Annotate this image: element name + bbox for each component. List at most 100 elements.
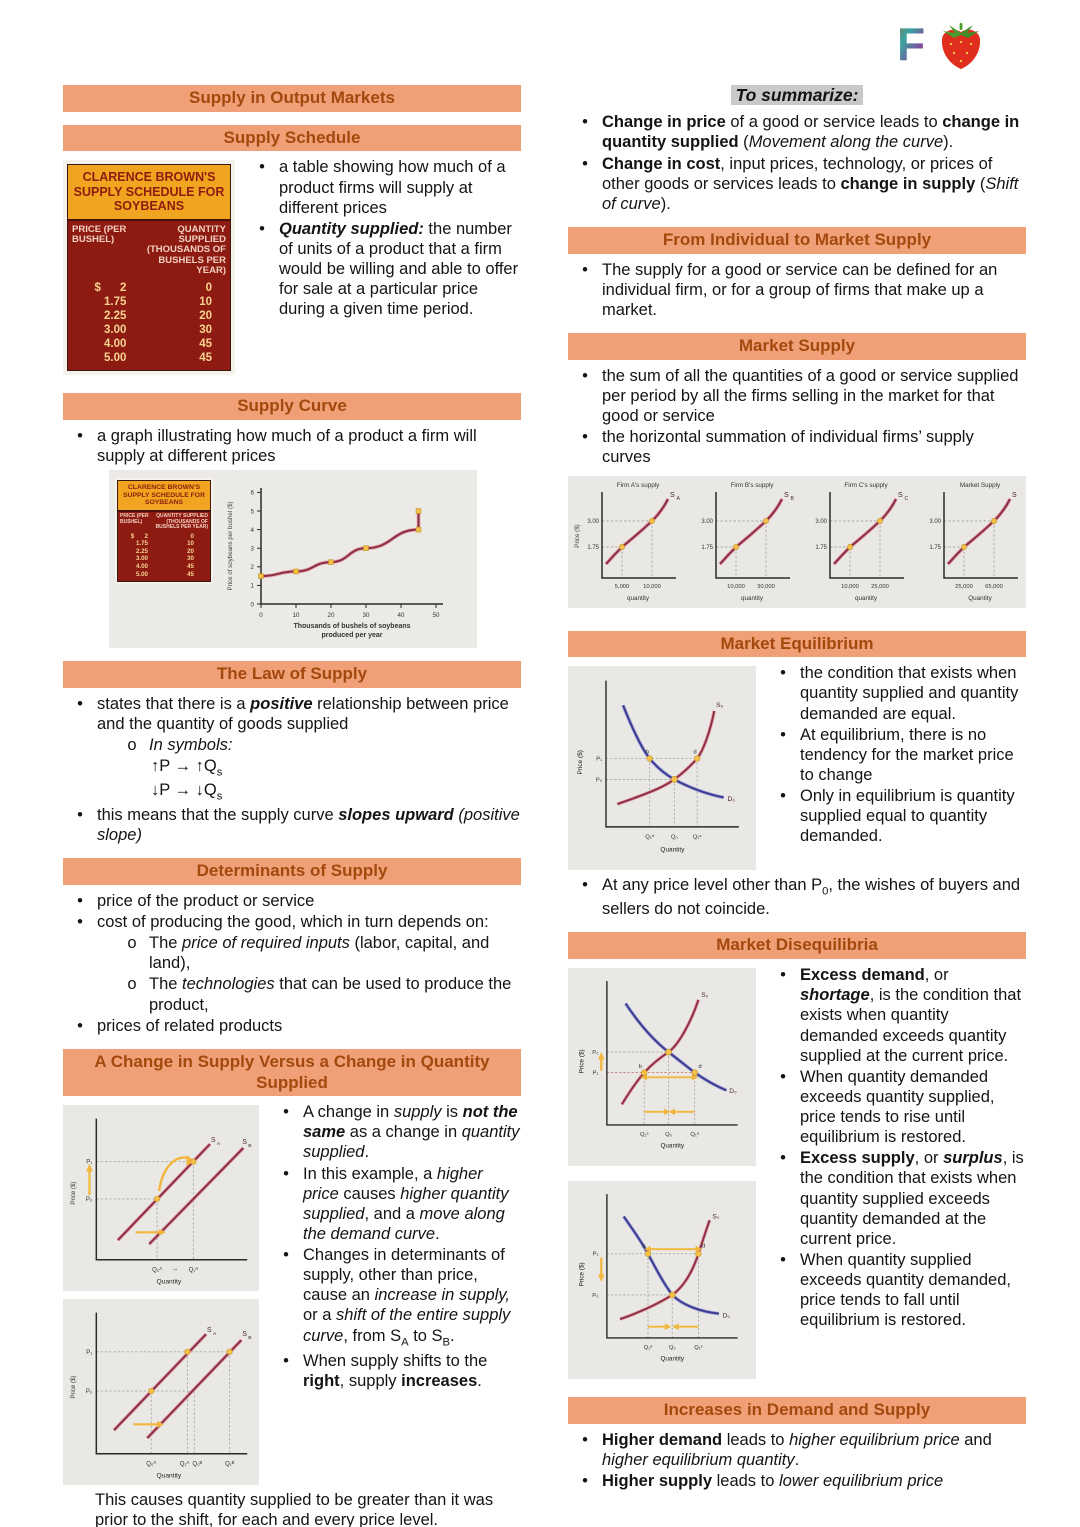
market-equilibrium-section: P₁ P₀ b d S₀ D₀ Q₁ᵈ Q₀ Q₁ˢ Quantity Pric… <box>568 663 1026 919</box>
bullet-marker: • <box>582 154 588 173</box>
curve-label-sb: S <box>242 1331 247 1338</box>
x-tick: 5,000 <box>615 584 630 590</box>
curve-label: S <box>670 492 675 499</box>
x-axis-label: quantity <box>627 595 650 602</box>
bullet-marker: • <box>582 1430 588 1449</box>
table-row: 3.00 30 <box>135 555 194 563</box>
list-item: • Excess demand, or shortage, is the cond… <box>766 965 1026 1066</box>
x-tick: 50 <box>433 612 440 619</box>
x-tick: 30 <box>363 612 370 619</box>
list-item: • When quantity supplied exceeds quantity… <box>766 1250 1026 1331</box>
bullet-marker: • <box>283 1246 289 1265</box>
list-item: • a table showing how much of a product f… <box>245 157 521 217</box>
y-axis-label: Price ($) <box>71 1376 77 1399</box>
table-row: 3.00 30 <box>104 323 212 336</box>
bullet-text: prices of related products <box>97 1016 283 1035</box>
bullet-text: Change in price of a good or service lea… <box>602 113 1020 152</box>
x-label-q1a: Q₁ᴬ <box>189 1266 199 1274</box>
list-item: • At any price level other than P0, the w… <box>568 875 1026 919</box>
bullet-marker: • <box>77 426 83 445</box>
bullet-marker: • <box>582 876 588 895</box>
bullet-text: Quantity supplied: the number of units o… <box>279 219 519 319</box>
y-tick: 4 <box>251 527 255 534</box>
price-tick: 1.75 <box>815 545 827 551</box>
list-item: • the horizontal summation of individual … <box>568 427 1026 467</box>
section-header-change-in-supply: A Change in Supply Versus a Change in Qu… <box>63 1048 521 1097</box>
left-column: Supply in Output Markets Supply Schedule… <box>63 85 521 1527</box>
change-in-quantity-supplied-graph: P₁ P₀ S A S B Q₀ᴬ → Q₁ᴬ Quantity Price (… <box>63 1105 259 1292</box>
section-header-individual-to-market: From Individual to Market Supply <box>568 226 1026 254</box>
bullet-text: price of the product or service <box>97 891 315 910</box>
panel-title: Market Supply <box>960 482 1001 489</box>
y-tick: 6 <box>251 490 255 497</box>
bullet-text: Higher demand leads to higher equilibriu… <box>602 1430 992 1469</box>
panel-title: Firm C's supply <box>844 482 888 489</box>
y-tick: 2 <box>251 564 255 571</box>
section-header-supply-schedule: Supply Schedule <box>63 124 521 152</box>
curve-label-sa: S <box>207 1327 212 1334</box>
bullet-text: the condition that exists when quantity … <box>800 664 1019 723</box>
section-header-market-equilibrium: Market Equilibrium <box>568 630 1026 658</box>
bullet-marker: o <box>127 735 137 754</box>
bullet-text: In symbols: <box>149 735 233 754</box>
price-label-p1: P₁ <box>593 1252 599 1258</box>
x-tick: 10,000 <box>727 584 745 590</box>
to-summarize-heading: To summarize: <box>568 85 1026 106</box>
price-tick: 1.75 <box>587 545 599 551</box>
x-label-q1b: Q₁ᴮ <box>225 1461 235 1468</box>
logo: F <box>893 14 993 79</box>
excess-supply-graph: P₁ P₀ b d S₀ D₀ Q₁ᵈ Q₀ Q₁ˢ Quantity Pric… <box>568 1181 756 1380</box>
bullet-text: Change in cost, input prices, technology… <box>602 154 1019 213</box>
right-column: To summarize: • Change in price of a good… <box>568 85 1026 1492</box>
section-header-law-of-supply: The Law of Supply <box>63 660 521 688</box>
bullet-text: Excess supply, or surplus, is the condit… <box>800 1149 1024 1248</box>
market-supply-panels-chart: Firm A's supply 3.00 1.75 5,000 10,000 quanti… <box>568 476 1026 609</box>
y-axis-label: Price of soybeans per bushel ($) <box>227 501 234 590</box>
price-tick: 3.00 <box>815 519 827 525</box>
list-item: • Changes in determinants of supply, othe… <box>269 1245 521 1349</box>
list-item: o The price of required inputs (labor, ca… <box>63 933 521 973</box>
y-tick: 1 <box>251 583 255 590</box>
y-axis-label: Price ($) <box>71 1182 77 1205</box>
x-axis-label: quantity <box>741 595 764 602</box>
bullet-marker: • <box>780 1149 786 1168</box>
x-label-q1s: Q₁ˢ <box>640 1132 648 1138</box>
bullet-marker: • <box>283 1351 289 1370</box>
list-item: • A change in supply is not the same as a… <box>269 1102 521 1162</box>
x-axis-label: Thousands of bushels of soybeans <box>293 623 410 630</box>
supply-schedule-table-mini: CLARENCE BROWN'S SUPPLY SCHEDULE FOR SOY… <box>115 477 213 585</box>
x-axis-label: Quantity <box>156 1472 181 1479</box>
shift-arrow: → <box>171 1266 178 1273</box>
x-axis-label: Quantity <box>156 1278 181 1285</box>
x-axis-label: Quantity <box>660 847 685 854</box>
table-row: 1.75 10 <box>135 540 194 548</box>
x-tick: 10 <box>293 612 300 619</box>
bullet-marker: • <box>77 805 83 824</box>
list-item: • Change in cost, input prices, technolog… <box>568 154 1026 214</box>
price-tick: 1.75 <box>701 545 713 551</box>
demand-curve-label: D₀ <box>723 1312 731 1319</box>
bullet-marker: • <box>283 1164 289 1183</box>
x-tick: 20 <box>328 612 335 619</box>
bullet-text: When supply shifts to the right, supply … <box>303 1351 488 1390</box>
table-column-headers: PRICE (PER BUSHEL) QUANTITY SUPPLIED (TH… <box>68 220 230 279</box>
x-tick: 10,000 <box>643 584 661 590</box>
list-item: • the condition that exists when quantity… <box>766 663 1026 723</box>
list-item: • Quantity supplied: the number of units … <box>245 219 521 320</box>
logo-letter: F <box>897 18 925 70</box>
strawberry-icon <box>941 23 981 69</box>
bullet-text: When quantity demanded exceeds quantity … <box>800 1067 995 1147</box>
bullet-text: states that there is a positive relation… <box>97 694 509 733</box>
curve-label-sa: S <box>211 1137 216 1144</box>
x-tick: 0 <box>259 612 263 619</box>
point-label-b: b <box>646 750 650 756</box>
point-label-b: b <box>639 1064 642 1070</box>
x-tick: 10,000 <box>841 584 859 590</box>
panel-title: Firm B's supply <box>731 482 775 489</box>
x-tick: 25,000 <box>871 584 889 590</box>
supply-curve-label: S₀ <box>716 703 723 710</box>
point-label-b: b <box>642 1243 645 1249</box>
point-label-d: d <box>698 1064 701 1070</box>
